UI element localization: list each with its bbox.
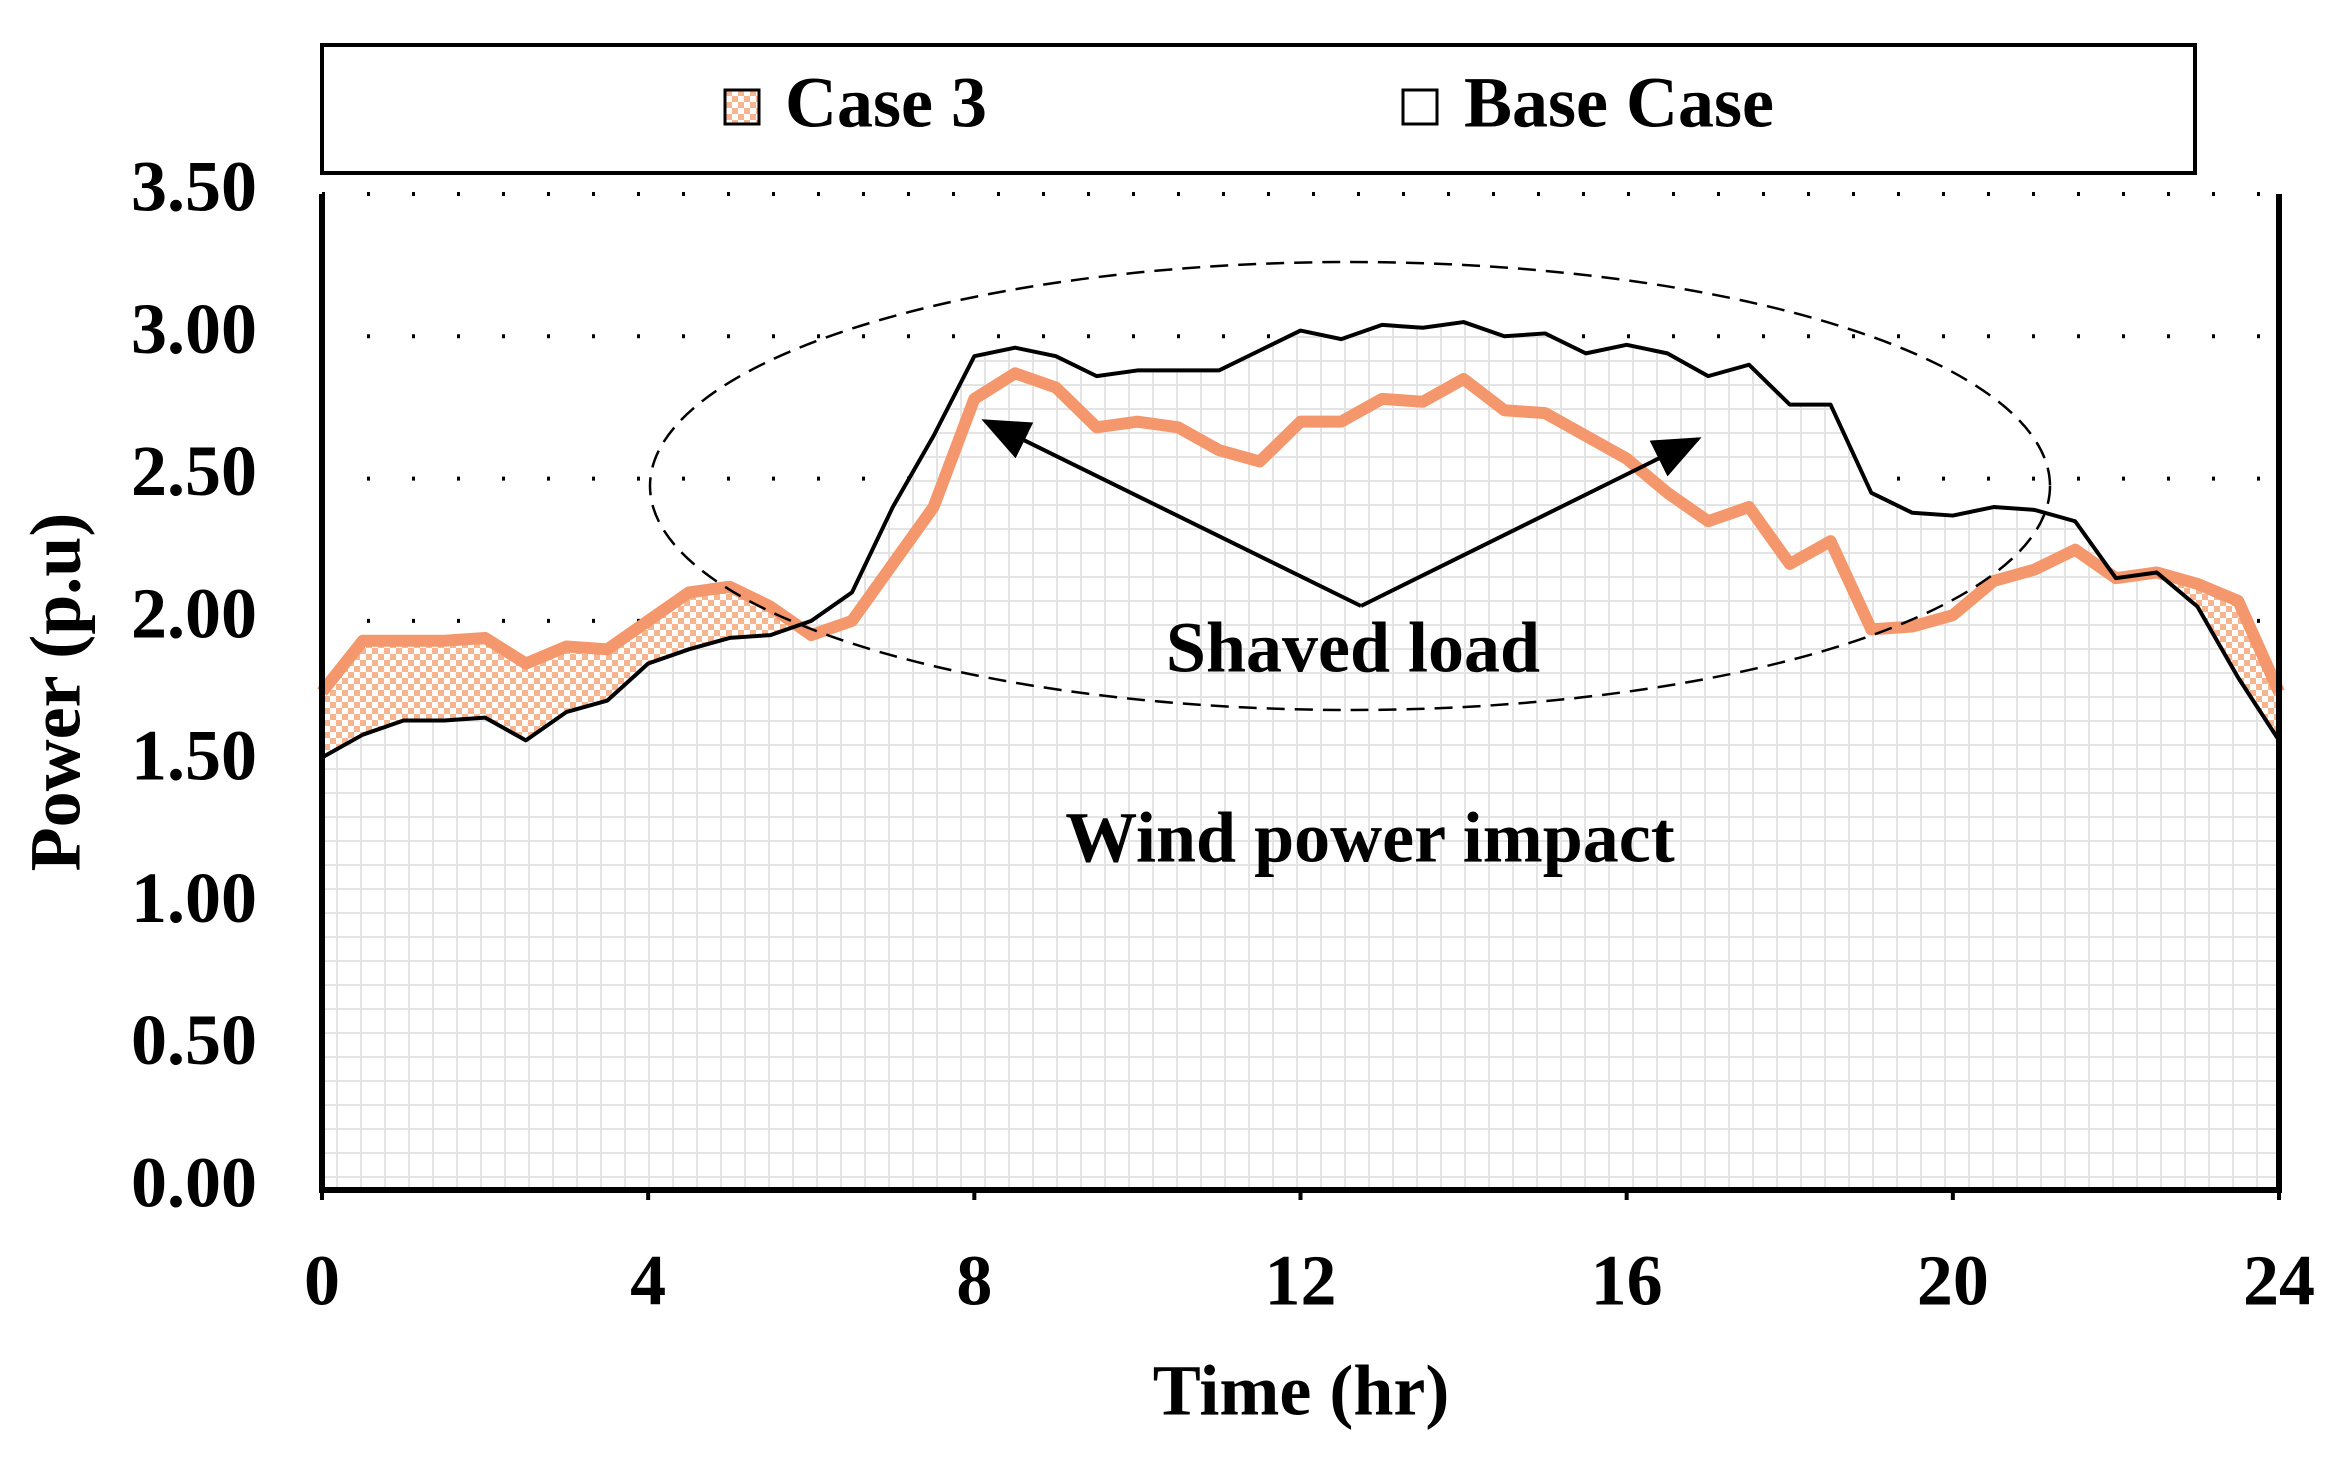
- legend-label: Case 3: [785, 63, 987, 143]
- x-axis-label: Time (hr): [1153, 1351, 1450, 1431]
- x-tick-label: 16: [1591, 1241, 1663, 1321]
- line: [317, 367, 2285, 696]
- x-tick-label: 8: [956, 1241, 992, 1321]
- y-tick-label: 0.00: [131, 1143, 257, 1223]
- y-axis-label: Power (p.u): [16, 513, 96, 872]
- annotation: Shaved load: [1166, 608, 1540, 688]
- plot-area: 0.00 0.50 1.00 1.50 2.00 2.50 3.00 3.50 0 4 8 12 16 2…: [131, 147, 2315, 1321]
- legend-label: Base Case: [1464, 63, 1774, 143]
- legend-swatch: [723, 88, 761, 126]
- annotation-arrow: [981, 419, 1362, 608]
- x-tick-label: 24: [2243, 1241, 2315, 1321]
- area: [322, 322, 2279, 1190]
- y-tick-label: 1.50: [131, 716, 257, 796]
- annotation-arrow: [1360, 437, 1702, 608]
- legend-box: [320, 43, 2197, 175]
- y-tick-label: 1.00: [131, 858, 257, 938]
- y-tick-label: 2.00: [131, 573, 257, 653]
- y-tick-label: 2.50: [131, 431, 257, 511]
- x-tick-label: 0: [304, 1241, 340, 1321]
- y-tick-label: 3.00: [131, 289, 257, 369]
- line: [321, 320, 2281, 760]
- legend-swatch: [1401, 88, 1439, 126]
- y-tick-label: 0.50: [131, 1000, 257, 1080]
- annotation: Wind power impact: [1065, 798, 1674, 878]
- x-tick-label: 20: [1917, 1241, 1989, 1321]
- annotation-ellipse: [648, 260, 2052, 712]
- y-tick-label: 3.50: [131, 147, 257, 227]
- axes: [319, 194, 2282, 1193]
- x-tick-label: 4: [630, 1241, 666, 1321]
- x-tick-label: 12: [1265, 1241, 1337, 1321]
